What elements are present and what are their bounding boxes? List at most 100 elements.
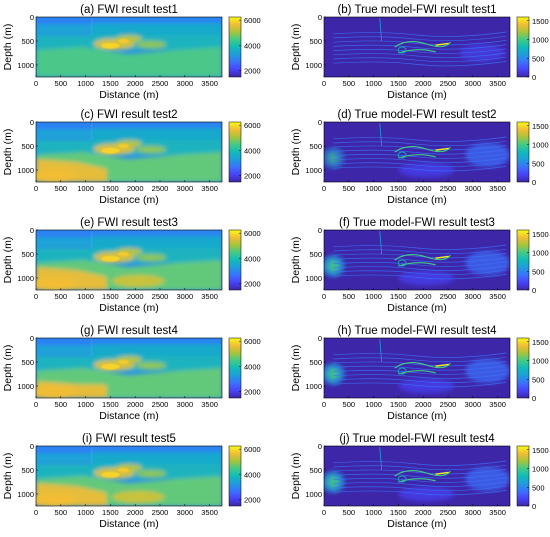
y-tick-label: 1000 [305,166,322,175]
x-tick-label: 2500 [440,292,457,301]
x-tick-label: 1500 [102,292,119,301]
colorbar-tick-label: 1000 [532,141,549,150]
x-tick-label: 3500 [201,292,218,301]
y-tick-label: 0 [30,442,34,451]
x-tick-label: 3000 [464,292,481,301]
panel-j: (j) True model-FWI result test4 0 500 1000 1… [290,433,549,530]
x-tick-label: 2000 [127,508,144,517]
x-tick-label: 3000 [176,400,193,409]
y-tick-label: 1000 [305,274,322,283]
x-axis-label: Distance (m) [387,410,447,422]
colorbar-tick-label: 1500 [532,446,549,455]
colorbar-tick-label: 1500 [532,17,549,26]
colorbar-tick-label: 500 [532,54,545,63]
y-axis-label: Depth (m) [290,129,302,176]
colorbar-tick-label: 6000 [244,445,261,454]
colorbar-tick-label: 500 [532,267,545,276]
x-tick-label: 0 [322,292,326,301]
colorbar-tick-label: 500 [532,159,545,168]
colorbar-tick-label: 0 [532,178,536,187]
x-axis-label: Distance (m) [387,194,447,206]
x-tick-label: 2500 [152,79,169,88]
x-tick-label: 0 [322,184,326,193]
y-tick-label: 1000 [17,61,34,70]
x-tick-label: 3500 [489,184,506,193]
panel-a: (a) FWI result test1 0 500 1000 1500 2000 2500… [2,4,261,101]
x-tick-label: 2500 [440,508,457,517]
colorbar [516,229,530,291]
y-tick-label: 500 [309,142,322,151]
x-tick-label: 1500 [390,292,407,301]
y-tick-label: 500 [309,466,322,475]
y-tick-label: 0 [30,13,34,22]
x-tick-label: 1000 [365,292,382,301]
colorbar-tick-label: 1500 [532,122,549,131]
colorbar-tick-label: 1000 [532,36,549,45]
x-tick-label: 3000 [464,508,481,517]
x-tick-label: 1000 [77,400,94,409]
colorbar [516,121,530,183]
panel-title: (h) True model-FWI result test4 [337,325,497,337]
y-tick-label: 0 [318,118,322,127]
x-tick-label: 1500 [102,400,119,409]
colorbar-tick-label: 4000 [244,362,261,371]
colorbar-tick-label: 6000 [244,337,261,346]
heatmap-image [324,446,510,506]
x-tick-label: 2500 [152,400,169,409]
x-tick-label: 3000 [464,400,481,409]
y-tick-label: 500 [309,250,322,259]
x-tick-label: 2000 [415,400,432,409]
colorbar-tick-label: 4000 [244,146,261,155]
y-tick-label: 0 [318,442,322,451]
x-axis-label: Distance (m) [99,194,159,206]
panel-title: (j) True model-FWI result test4 [339,433,495,445]
x-tick-label: 1000 [365,184,382,193]
x-tick-label: 500 [55,184,68,193]
y-tick-label: 1000 [17,274,34,283]
x-tick-label: 0 [322,79,326,88]
colorbar-tick-label: 2000 [244,388,261,397]
y-tick-label: 1000 [17,382,34,391]
colorbar-tick-label: 1500 [532,338,549,347]
panel-title: (f) True model-FWI result test3 [339,217,495,229]
x-tick-label: 2000 [127,184,144,193]
x-tick-label: 2000 [415,508,432,517]
x-tick-label: 2500 [440,79,457,88]
colorbar-tick-label: 2000 [244,280,261,289]
y-tick-label: 500 [21,37,34,46]
colorbar-tick-label: 1000 [532,465,549,474]
y-tick-label: 1000 [17,166,34,175]
x-axis-label: Distance (m) [99,410,159,422]
x-tick-label: 500 [55,400,68,409]
colorbar [516,337,530,399]
y-tick-label: 0 [30,226,34,235]
colorbar-tick-label: 1500 [532,230,549,239]
x-tick-label: 2000 [127,292,144,301]
y-axis-label: Depth (m) [2,345,14,392]
colorbar [516,445,530,507]
x-tick-label: 500 [55,292,68,301]
x-tick-label: 1500 [390,400,407,409]
plot-frame [35,229,223,291]
y-axis-label: Depth (m) [2,453,14,500]
panel-b: (b) True model-FWI result test1 0 500 1000 1… [290,4,549,101]
colorbar [228,229,242,291]
x-tick-label: 3000 [464,79,481,88]
y-tick-label: 500 [309,358,322,367]
x-tick-label: 500 [343,184,356,193]
plot-frame [35,337,223,399]
plot-frame [323,121,511,183]
x-tick-label: 3500 [489,508,506,517]
x-tick-label: 3500 [489,292,506,301]
x-tick-label: 500 [343,292,356,301]
x-tick-label: 1000 [365,508,382,517]
x-tick-label: 2500 [152,184,169,193]
colorbar-tick-label: 1000 [532,357,549,366]
x-tick-label: 500 [343,400,356,409]
x-tick-label: 3000 [176,292,193,301]
x-tick-label: 2000 [415,292,432,301]
x-axis-label: Distance (m) [387,89,447,101]
y-tick-label: 0 [30,118,34,127]
colorbar [228,121,242,183]
x-tick-label: 3000 [176,79,193,88]
